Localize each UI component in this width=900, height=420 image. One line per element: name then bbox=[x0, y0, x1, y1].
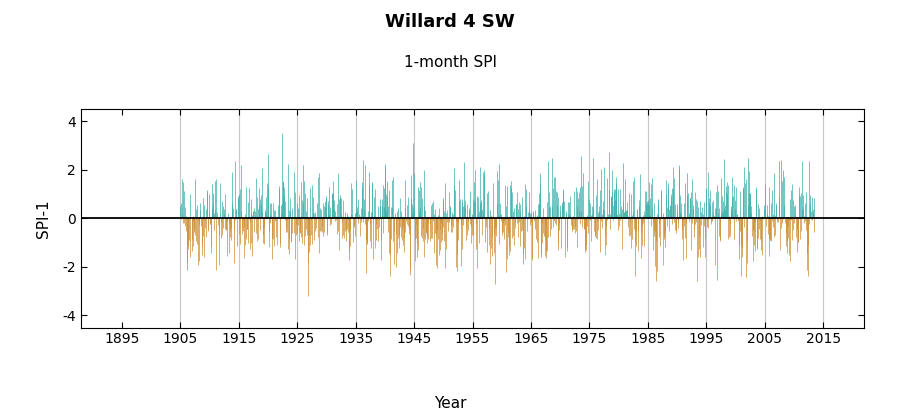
Text: 1-month SPI: 1-month SPI bbox=[403, 55, 497, 70]
Y-axis label: SPI-1: SPI-1 bbox=[36, 199, 51, 238]
Text: Willard 4 SW: Willard 4 SW bbox=[385, 13, 515, 31]
Text: Year: Year bbox=[434, 396, 466, 411]
